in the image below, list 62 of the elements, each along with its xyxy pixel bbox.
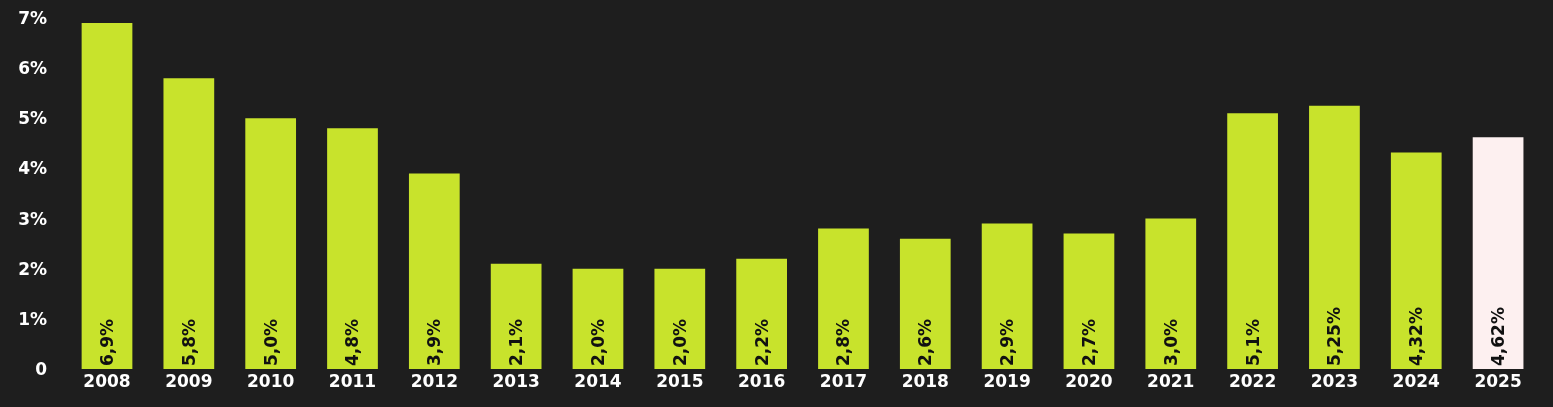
bar xyxy=(981,223,1033,369)
bar xyxy=(245,118,297,369)
x-tick-label: 2008 xyxy=(83,371,131,391)
x-tick-label: 2024 xyxy=(1392,371,1441,391)
data-label: 2,0% xyxy=(587,318,608,366)
y-tick-label: 7% xyxy=(18,7,47,28)
data-label: 2,2% xyxy=(751,318,772,366)
x-tick-label: 2019 xyxy=(983,371,1031,391)
bar xyxy=(736,258,787,369)
bar xyxy=(490,263,542,369)
x-tick-label: 2009 xyxy=(165,371,213,391)
bar xyxy=(1390,152,1442,369)
y-tick-label: 6% xyxy=(18,58,47,79)
bar xyxy=(572,268,624,369)
x-tick-label: 2013 xyxy=(492,371,540,391)
y-tick-label: 5% xyxy=(18,108,47,129)
data-label: 4,62% xyxy=(1488,307,1509,366)
bar xyxy=(81,23,133,369)
y-tick-label: 0 xyxy=(35,358,48,379)
bar xyxy=(163,78,215,369)
data-label: 3,0% xyxy=(1160,318,1181,366)
data-label: 2,1% xyxy=(506,318,527,366)
y-tick-label: 4% xyxy=(18,158,47,179)
x-tick-label: 2014 xyxy=(574,371,622,391)
data-label: 2,9% xyxy=(997,318,1018,366)
x-tick-label: 2015 xyxy=(656,371,704,391)
bar xyxy=(818,228,869,369)
data-label: 5,25% xyxy=(1324,307,1345,366)
data-label: 3,9% xyxy=(424,318,445,366)
x-tick-label: 2022 xyxy=(1228,371,1277,391)
bar xyxy=(408,173,460,369)
data-label: 5,1% xyxy=(1242,318,1263,366)
data-label: 4,8% xyxy=(342,318,363,366)
y-tick-label: 1% xyxy=(18,308,47,329)
x-tick-label: 2012 xyxy=(410,371,458,391)
data-label: 2,0% xyxy=(669,318,690,366)
bar xyxy=(1309,105,1360,369)
data-label: 2,8% xyxy=(833,318,854,366)
data-label: 5,0% xyxy=(260,318,281,366)
data-label: 6,9% xyxy=(97,318,118,366)
bar xyxy=(654,268,706,369)
x-tick-label: 2018 xyxy=(901,371,949,391)
x-tick-label: 2021 xyxy=(1147,371,1195,391)
data-label: 4,32% xyxy=(1406,307,1427,366)
x-tick-label: 2010 xyxy=(247,371,295,391)
data-label: 5,8% xyxy=(178,318,199,366)
bar xyxy=(1063,233,1115,369)
bar xyxy=(1472,137,1524,369)
x-tick-label: 2023 xyxy=(1310,371,1359,391)
x-tick-label: 2011 xyxy=(328,371,377,391)
x-tick-label: 2016 xyxy=(737,371,786,391)
bar xyxy=(327,128,378,369)
x-tick-label: 2025 xyxy=(1474,371,1522,391)
data-label: 2,6% xyxy=(915,318,936,366)
x-tick-label: 2017 xyxy=(819,371,868,391)
bar xyxy=(1227,113,1278,369)
bar xyxy=(1145,218,1197,369)
x-tick-label: 2020 xyxy=(1065,371,1113,391)
y-tick-label: 3% xyxy=(18,208,47,229)
y-tick-label: 2% xyxy=(18,258,47,279)
data-label: 2,7% xyxy=(1078,318,1099,366)
bar xyxy=(899,238,951,369)
